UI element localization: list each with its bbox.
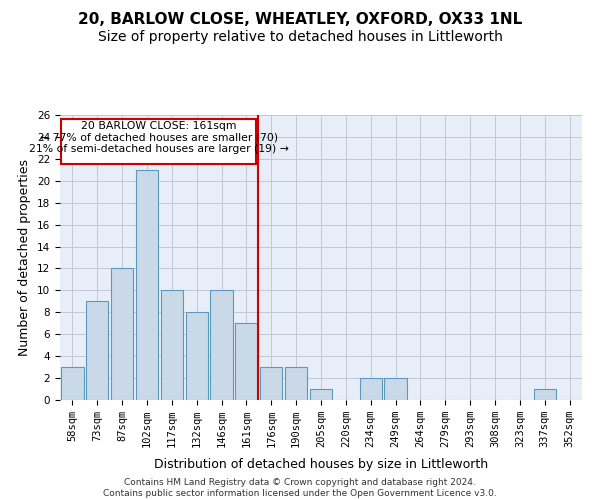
- Bar: [211, 290, 233, 400]
- Bar: [86, 302, 109, 400]
- Bar: [111, 268, 133, 400]
- Bar: [533, 389, 556, 400]
- Text: Contains HM Land Registry data © Crown copyright and database right 2024.
Contai: Contains HM Land Registry data © Crown c…: [103, 478, 497, 498]
- FancyBboxPatch shape: [61, 120, 256, 164]
- Text: Size of property relative to detached houses in Littleworth: Size of property relative to detached ho…: [98, 30, 502, 44]
- Y-axis label: Number of detached properties: Number of detached properties: [19, 159, 31, 356]
- Bar: [359, 378, 382, 400]
- Bar: [285, 367, 307, 400]
- Bar: [185, 312, 208, 400]
- Bar: [161, 290, 183, 400]
- Bar: [385, 378, 407, 400]
- X-axis label: Distribution of detached houses by size in Littleworth: Distribution of detached houses by size …: [154, 458, 488, 471]
- Bar: [310, 389, 332, 400]
- Text: 20 BARLOW CLOSE: 161sqm
← 77% of detached houses are smaller (70)
21% of semi-de: 20 BARLOW CLOSE: 161sqm ← 77% of detache…: [29, 121, 289, 154]
- Bar: [235, 324, 257, 400]
- Bar: [260, 367, 283, 400]
- Bar: [136, 170, 158, 400]
- Bar: [61, 367, 83, 400]
- Text: 20, BARLOW CLOSE, WHEATLEY, OXFORD, OX33 1NL: 20, BARLOW CLOSE, WHEATLEY, OXFORD, OX33…: [78, 12, 522, 28]
